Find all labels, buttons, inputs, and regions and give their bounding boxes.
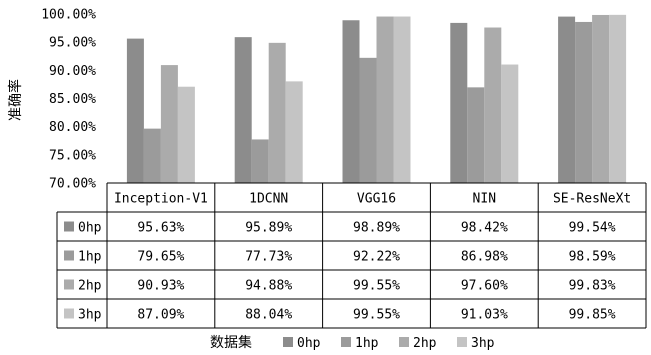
data-label-3hp-3: 91.03% [461,308,508,323]
data-label-2hp-4: 99.83% [569,279,616,294]
y-tick-label: 95.00% [49,36,96,51]
bar-2hp-1 [268,42,286,183]
row-label-2hp: 2hp [78,279,102,294]
legend-label-3hp: 3hp [471,336,495,351]
data-label-0hp-0: 95.63% [137,221,184,236]
y-axis-label: 准确率 [7,79,24,121]
data-label-1hp-4: 98.59% [569,250,616,265]
row-swatch-3hp [64,308,74,319]
data-label-1hp-2: 92.22% [353,250,400,265]
row-swatch-0hp [64,221,74,232]
y-tick-label: 90.00% [49,64,96,79]
bar-1hp-0 [143,128,161,183]
category-label: SE-ResNeXt [553,192,631,207]
data-label-1hp-3: 86.98% [461,250,508,265]
data-label-1hp-1: 77.73% [245,250,292,265]
bar-1hp-1 [251,139,269,183]
row-swatch-1hp [64,250,74,261]
data-label-2hp-1: 94.88% [245,279,292,294]
row-label-1hp: 1hp [78,250,102,265]
data-label-2hp-3: 97.60% [461,279,508,294]
category-label: VGG16 [357,192,396,207]
data-label-2hp-2: 99.55% [353,279,400,294]
row-swatch-2hp [64,279,74,290]
bar-3hp-1 [285,81,303,183]
data-label-0hp-3: 98.42% [461,221,508,236]
data-label-1hp-0: 79.65% [137,250,184,265]
legend-label-1hp: 1hp [355,336,379,351]
bar-0hp-0 [126,38,144,183]
legend-swatch-0hp [283,337,293,347]
bar-2hp-2 [376,16,394,183]
row-label-3hp: 3hp [78,308,102,323]
legend-label-2hp: 2hp [413,336,437,351]
data-label-0hp-4: 99.54% [569,221,616,236]
bar-0hp-1 [234,37,252,183]
bar-3hp-0 [177,86,195,183]
data-label-0hp-1: 95.89% [245,221,292,236]
legend-label-0hp: 0hp [297,336,321,351]
data-label-3hp-1: 88.04% [245,308,292,323]
bar-3hp-4 [609,14,627,183]
row-label-0hp: 0hp [78,221,102,236]
bar-3hp-3 [501,64,519,183]
bar-2hp-0 [160,65,178,183]
y-tick-label: 75.00% [49,148,96,163]
data-label-3hp-2: 99.55% [353,308,400,323]
bar-2hp-3 [484,27,502,183]
bar-1hp-2 [359,57,377,183]
legend: 数据集 0hp 1hp 2hp 3hp [210,334,495,351]
category-label: NIN [473,192,496,207]
category-label: 1DCNN [249,192,288,207]
bar-2hp-4 [592,14,610,183]
bar-3hp-2 [393,16,411,183]
bar-1hp-4 [575,21,593,184]
y-tick-label: 100.00% [41,8,96,23]
data-label-3hp-0: 87.09% [137,308,184,323]
bars [126,14,627,184]
data-table: Inception-V1 1DCNN VGG16 NIN SE-ResNeXt 0hp 95… [56,182,647,329]
bar-0hp-3 [450,22,468,184]
y-tick-label: 85.00% [49,92,96,107]
category-label: Inception-V1 [114,192,208,207]
y-axis: 70.00% 75.00% 80.00% 85.00% 90.00% 95.00% 100.… [41,8,96,192]
y-tick-label: 70.00% [49,177,96,192]
legend-title: 数据集 [210,334,252,351]
data-label-0hp-2: 98.89% [353,221,400,236]
data-label-3hp-4: 99.85% [569,308,616,323]
legend-swatch-2hp [399,337,409,347]
legend-swatch-3hp [457,337,467,347]
data-label-2hp-0: 90.93% [137,279,184,294]
bar-0hp-4 [558,16,576,183]
bar-1hp-3 [467,87,485,183]
legend-swatch-1hp [341,337,351,347]
bar-0hp-2 [342,20,360,183]
y-tick-label: 80.00% [49,120,96,135]
